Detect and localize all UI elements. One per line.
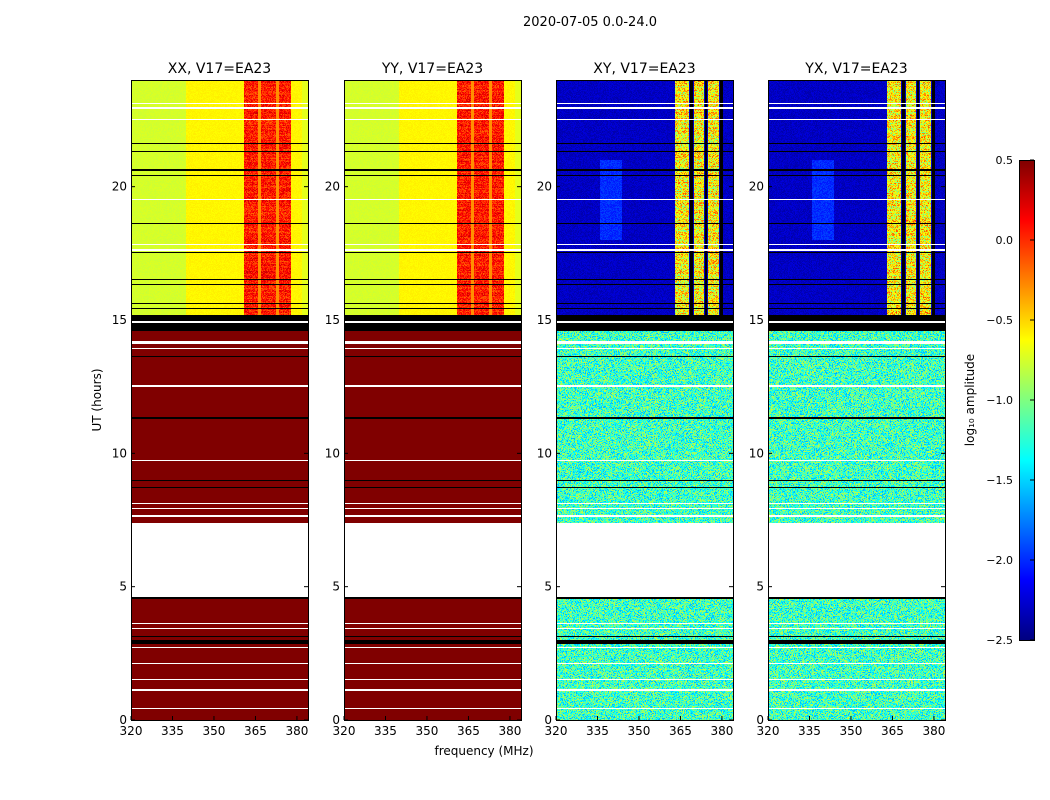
panel-title: XY, V17=EA23	[593, 61, 695, 77]
colorbar-tick-label: −2.5	[986, 634, 1013, 647]
y-tick-label: 20	[537, 180, 552, 194]
panel-title: YX, V17=EA23	[804, 61, 907, 77]
y-tick-label: 5	[332, 580, 340, 594]
colorbar-tick-label: 0.5	[996, 154, 1014, 167]
panel-frame	[344, 80, 522, 721]
panel-frame	[556, 80, 734, 721]
x-tick-label: 380	[285, 724, 308, 738]
x-tick-label: 365	[457, 724, 480, 738]
y-tick-label: 10	[537, 446, 552, 460]
y-tick-label: 5	[544, 580, 552, 594]
y-tick-label: 0	[332, 713, 340, 727]
colorbar-tick-label: −1.5	[986, 474, 1013, 487]
x-tick-label: 320	[545, 724, 568, 738]
y-tick-label: 10	[112, 446, 127, 460]
x-tick-label: 335	[161, 724, 184, 738]
x-tick-label: 320	[333, 724, 356, 738]
x-tick-label: 335	[374, 724, 397, 738]
x-tick-label: 350	[840, 724, 863, 738]
x-tick-label: 350	[416, 724, 439, 738]
heatmap-yx	[768, 80, 945, 720]
heatmap-xy	[556, 80, 733, 720]
y-tick-label: 0	[119, 713, 127, 727]
colorbar-tick-label: −1.0	[986, 394, 1013, 407]
x-tick-label: 350	[203, 724, 226, 738]
x-tick-label: 365	[244, 724, 267, 738]
y-tick-label: 20	[112, 180, 127, 194]
heatmap-xx	[131, 80, 308, 720]
y-tick-label: 15	[537, 313, 552, 327]
colorbar-label: log₁₀ amplitude	[963, 354, 977, 446]
y-tick-label: 20	[325, 180, 340, 194]
y-tick-label: 10	[325, 446, 340, 460]
y-tick-label: 15	[325, 313, 340, 327]
colorbar	[1019, 160, 1034, 640]
colorbar-tick-label: −0.5	[986, 314, 1013, 327]
panel-title: XX, V17=EA23	[168, 61, 271, 77]
y-tick-label: 20	[749, 180, 764, 194]
x-tick-label: 335	[586, 724, 609, 738]
y-tick-label: 10	[749, 446, 764, 460]
x-tick-label: 335	[798, 724, 821, 738]
figure-title: 2020-07-05 0.0-24.0	[523, 15, 657, 30]
x-axis-label: frequency (MHz)	[434, 744, 533, 758]
x-tick-label: 365	[669, 724, 692, 738]
panel-title: YY, V17=EA23	[381, 61, 483, 77]
panel-frame	[768, 80, 946, 721]
x-tick-label: 380	[922, 724, 945, 738]
heatmap-yy	[344, 80, 521, 720]
y-tick-label: 15	[112, 313, 127, 327]
panel-frame	[131, 80, 309, 721]
colorbar-tick-label: −2.0	[986, 554, 1013, 567]
x-tick-label: 380	[498, 724, 521, 738]
x-tick-label: 320	[757, 724, 780, 738]
colorbar-frame	[1019, 160, 1035, 641]
y-tick-label: 5	[756, 580, 764, 594]
colorbar-tick-label: 0.0	[996, 234, 1014, 247]
x-tick-label: 380	[710, 724, 733, 738]
y-tick-label: 15	[749, 313, 764, 327]
x-tick-label: 320	[120, 724, 143, 738]
x-tick-label: 350	[628, 724, 651, 738]
y-tick-label: 0	[544, 713, 552, 727]
y-tick-label: 0	[756, 713, 764, 727]
y-tick-label: 5	[119, 580, 127, 594]
x-tick-label: 365	[881, 724, 904, 738]
y-axis-label: UT (hours)	[90, 368, 104, 431]
